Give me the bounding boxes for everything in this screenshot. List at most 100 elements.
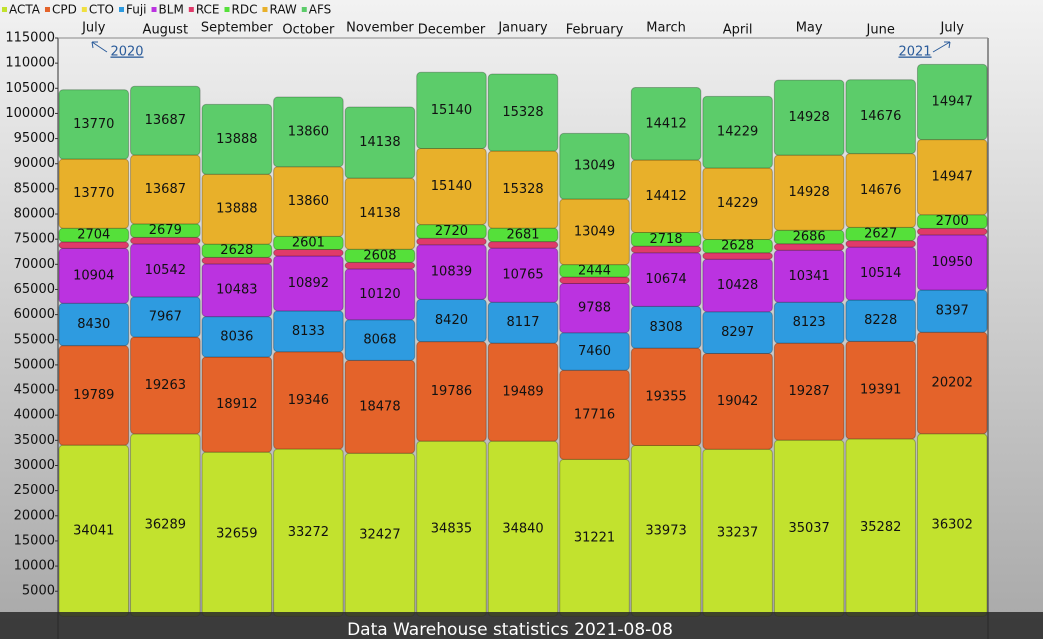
value-label: 33237: [717, 525, 758, 540]
x-tick-label: March: [646, 21, 686, 36]
y-tick-label: 50000: [14, 357, 55, 372]
value-label: 8297: [721, 325, 754, 340]
y-tick-label: 55000: [14, 332, 55, 347]
y-tick-label: 20000: [14, 508, 55, 523]
bar-segment: [630, 87, 702, 161]
legend-label: RDC: [232, 3, 258, 17]
value-label: 2628: [721, 239, 754, 254]
value-label: 10904: [73, 268, 114, 283]
y-tick-label: 35000: [14, 433, 55, 448]
value-label: 8397: [936, 304, 969, 319]
value-label: 9788: [578, 301, 611, 316]
bar-segment: [916, 227, 988, 236]
value-label: 17716: [574, 407, 615, 422]
value-label: 13049: [574, 159, 615, 174]
bar-segment: [130, 85, 201, 156]
bar-segment: [58, 89, 130, 160]
x-tick-label: February: [566, 23, 624, 38]
value-label: 33973: [645, 523, 686, 538]
value-label: 2681: [506, 227, 539, 242]
value-label: 7967: [149, 309, 182, 324]
value-label: 35037: [788, 521, 829, 536]
y-tick-label: 10000: [14, 559, 55, 574]
bar-segment: [344, 106, 416, 179]
value-label: 19789: [73, 388, 114, 403]
year-annotation: 2021: [898, 45, 931, 60]
value-label: 10765: [502, 268, 543, 283]
value-label: 10483: [216, 283, 257, 298]
legend-label: BLM: [159, 3, 184, 17]
value-label: 2444: [578, 263, 611, 278]
bar-segment: [130, 236, 201, 245]
x-tick-label: April: [723, 23, 753, 38]
y-tick-label: 85000: [14, 181, 55, 196]
x-tick-label: December: [418, 23, 486, 38]
value-label: 14676: [860, 109, 901, 124]
value-label: 32659: [216, 527, 257, 542]
bar-segment: [58, 241, 130, 249]
legend-label: ACTA: [9, 3, 41, 17]
legend-label: CTO: [89, 3, 114, 17]
value-label: 18478: [359, 399, 400, 414]
value-label: 31221: [574, 530, 615, 545]
bar-segment: [630, 245, 702, 254]
value-label: 13860: [288, 194, 329, 209]
bar-segment: [845, 246, 916, 301]
bar-segment: [344, 177, 416, 250]
bar-segment: [773, 79, 845, 156]
value-label: 34041: [73, 523, 114, 538]
value-label: 2627: [864, 226, 897, 241]
legend-label: CPD: [52, 3, 77, 17]
y-tick-label: 30000: [14, 458, 55, 473]
y-tick-label: 15000: [14, 533, 55, 548]
bar-segment: [201, 103, 273, 175]
value-label: 2608: [363, 248, 396, 263]
title-bar: [0, 612, 1043, 639]
value-label: 8123: [793, 315, 826, 330]
value-label: 10950: [932, 255, 973, 270]
bar-segment: [773, 249, 845, 303]
value-label: 20202: [932, 375, 973, 390]
value-label: 7460: [578, 344, 611, 359]
value-label: 13860: [288, 124, 329, 139]
bar-segment: [416, 237, 487, 246]
x-tick-label: May: [796, 21, 823, 36]
value-label: 19287: [788, 384, 829, 399]
legend-label: RCE: [196, 3, 220, 17]
value-label: 14947: [932, 170, 973, 185]
value-label: 15328: [502, 105, 543, 120]
value-label: 10892: [288, 276, 329, 291]
value-label: 8133: [292, 324, 325, 339]
value-label: 34840: [502, 521, 543, 536]
y-tick-label: 115000: [5, 31, 55, 46]
x-tick-label: August: [143, 23, 189, 38]
legend-swatch: [301, 7, 307, 12]
y-tick-label: 40000: [14, 408, 55, 423]
y-tick-label: 100000: [5, 106, 55, 121]
value-label: 14412: [645, 189, 686, 204]
x-tick-label: September: [201, 21, 274, 36]
value-label: 14229: [717, 125, 758, 140]
value-label: 19263: [145, 378, 186, 393]
value-label: 14676: [860, 183, 901, 198]
value-label: 14947: [932, 95, 973, 110]
value-label: 13770: [73, 186, 114, 201]
bar-segment: [845, 79, 916, 155]
legend-swatch: [81, 7, 87, 12]
value-label: 14138: [359, 206, 400, 221]
y-tick-label: 95000: [14, 131, 55, 146]
legend-label: RAW: [269, 3, 296, 17]
x-tick-label: July: [940, 21, 965, 36]
value-label: 8117: [506, 315, 539, 330]
value-label: 2679: [149, 223, 182, 238]
value-label: 8308: [650, 320, 683, 335]
x-tick-label: January: [497, 21, 548, 36]
bar-segment: [559, 132, 630, 200]
value-label: 15328: [502, 182, 543, 197]
bar-segment: [487, 342, 559, 442]
y-tick-label: 65000: [14, 282, 55, 297]
legend-swatch: [151, 7, 157, 12]
value-label: 2686: [793, 230, 826, 245]
value-label: 8430: [77, 317, 110, 332]
value-label: 15140: [431, 103, 472, 118]
